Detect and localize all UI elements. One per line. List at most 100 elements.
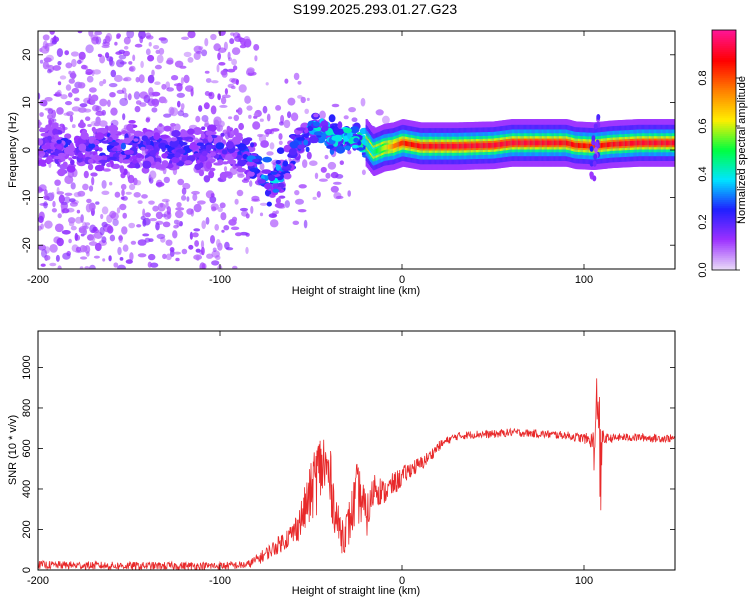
spectrogram-cell xyxy=(181,36,189,40)
snr-y-tick-label: 200 xyxy=(21,520,33,538)
spectrogram-cell xyxy=(107,225,114,234)
colorbar-band xyxy=(712,224,736,227)
spectrogram-cell xyxy=(123,45,129,50)
spectrogram-cell xyxy=(294,190,300,196)
spectrogram-cell xyxy=(46,126,55,131)
spectrogram-cell xyxy=(55,254,60,262)
spectrogram-cell xyxy=(90,97,95,105)
spectrogram-cell xyxy=(274,202,285,208)
spectrogram-cell xyxy=(591,135,596,142)
spectrogram-cell xyxy=(206,253,214,259)
colorbar-band xyxy=(712,160,736,163)
spectrogram-cell xyxy=(176,92,185,98)
spectrogram-cell xyxy=(275,197,281,204)
colorbar-frame xyxy=(711,29,737,271)
spectrogram-cell xyxy=(110,69,117,78)
spectrogram-cell xyxy=(183,74,190,84)
spectrogram-cell xyxy=(351,117,358,122)
spectrogram-cell xyxy=(43,195,50,199)
spectrogram-cell xyxy=(147,261,152,268)
spectrogram-cell xyxy=(223,225,230,231)
spectrogram-cell xyxy=(121,226,128,235)
spectrogram-cell xyxy=(261,169,272,175)
spectrogram-cell xyxy=(76,59,82,65)
colorbar-band xyxy=(712,118,736,121)
spectrogram-cell xyxy=(165,144,170,149)
spectrogram-cell xyxy=(57,61,62,66)
colorbar-band xyxy=(712,242,736,245)
spectrogram-cell xyxy=(293,72,300,81)
spectrogram-cell xyxy=(220,69,228,76)
colorbar-band xyxy=(712,88,736,91)
spectrogram-cell xyxy=(180,77,184,86)
spectrogram-cell xyxy=(594,141,599,148)
spectrogram-cell xyxy=(52,65,61,71)
spectrogram-cell xyxy=(169,247,175,253)
spectrogram-cell xyxy=(228,116,233,120)
spectrogram-cell xyxy=(137,200,143,205)
colorbar-band xyxy=(712,254,736,257)
spectrogram-cell xyxy=(197,200,206,205)
spectrogram-cell xyxy=(41,248,47,258)
spectrogram-cell xyxy=(200,133,206,140)
spectrogram-cell xyxy=(278,133,283,140)
spectrogram-cell xyxy=(331,103,340,108)
spectrogram-cell xyxy=(183,51,192,58)
spectrogram-cell xyxy=(264,128,273,135)
spectrogram-cell xyxy=(228,57,232,62)
spectrogram-cell xyxy=(142,160,152,169)
colorbar-band xyxy=(712,58,736,61)
spectrogram-cell xyxy=(328,114,336,123)
spectrogram-cell xyxy=(130,240,137,245)
spectrogram-cell xyxy=(589,171,594,178)
spectrogram-cell xyxy=(278,140,283,145)
spectrogram-cell xyxy=(335,195,344,199)
spectrogram-cell xyxy=(309,160,318,166)
spectrogram-cell xyxy=(83,65,89,70)
spectrogram-cell xyxy=(94,31,103,36)
spectrogram-cell xyxy=(85,116,91,121)
colorbar-band xyxy=(712,172,736,175)
spectrogram-cell xyxy=(252,158,260,163)
spectrogram-cell xyxy=(68,238,72,244)
spectrogram-cell xyxy=(79,103,88,108)
spectrogram-cell xyxy=(227,68,236,73)
spectrogram-cell xyxy=(132,159,138,164)
spectrogram-cell xyxy=(297,209,307,213)
spectrogram-cell xyxy=(69,115,74,123)
spectrogram-cell xyxy=(148,42,152,47)
spectrogram-cell xyxy=(212,247,217,253)
colorbar-band xyxy=(712,214,736,217)
spectrogram-cell xyxy=(237,107,243,115)
spectrogram-cell xyxy=(275,105,282,111)
spectrogram-cell xyxy=(60,94,68,100)
spectrogram-cell xyxy=(538,140,541,146)
colorbar-band xyxy=(712,100,736,103)
spectrogram-cell xyxy=(214,224,219,231)
spectrogram-cell xyxy=(92,69,102,75)
spectrogram-cell xyxy=(73,97,80,102)
colorbar-band xyxy=(712,220,736,223)
spectrogram-cell xyxy=(593,147,598,153)
spectrogram-cell xyxy=(203,102,210,110)
spectrogram-cell xyxy=(102,38,107,45)
colorbar-band xyxy=(712,210,736,213)
spectrogram-cell xyxy=(54,179,61,186)
spectrogram-cell xyxy=(61,208,70,214)
spectrogram-cell xyxy=(114,191,121,198)
spectrogram-cell xyxy=(347,150,352,155)
spectrogram-cell xyxy=(79,119,84,128)
spectrogram-cell xyxy=(300,96,306,104)
spectrogram-cell xyxy=(149,150,157,156)
colorbar-band xyxy=(712,70,736,73)
spectrogram-cell xyxy=(519,140,522,146)
spectrogram-cell xyxy=(94,155,103,160)
spectrogram-cell xyxy=(126,171,131,179)
spectrogram-cell xyxy=(86,75,94,83)
spectrogram-cell xyxy=(134,105,141,113)
colorbar-band xyxy=(712,156,736,159)
spectrogram-cell xyxy=(235,79,239,86)
spectrogram-cell xyxy=(128,163,136,169)
colorbar-band xyxy=(712,120,736,123)
spectrogram-cell xyxy=(180,103,185,110)
